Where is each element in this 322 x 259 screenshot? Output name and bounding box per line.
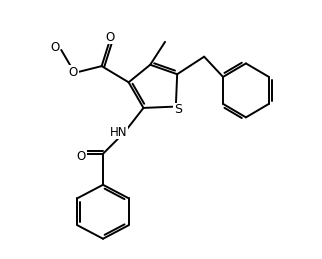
Text: O: O [105, 31, 114, 44]
Text: O: O [77, 150, 86, 163]
Text: O: O [69, 66, 78, 79]
Text: O: O [51, 41, 60, 54]
Text: S: S [174, 103, 182, 116]
Text: HN: HN [110, 126, 128, 139]
